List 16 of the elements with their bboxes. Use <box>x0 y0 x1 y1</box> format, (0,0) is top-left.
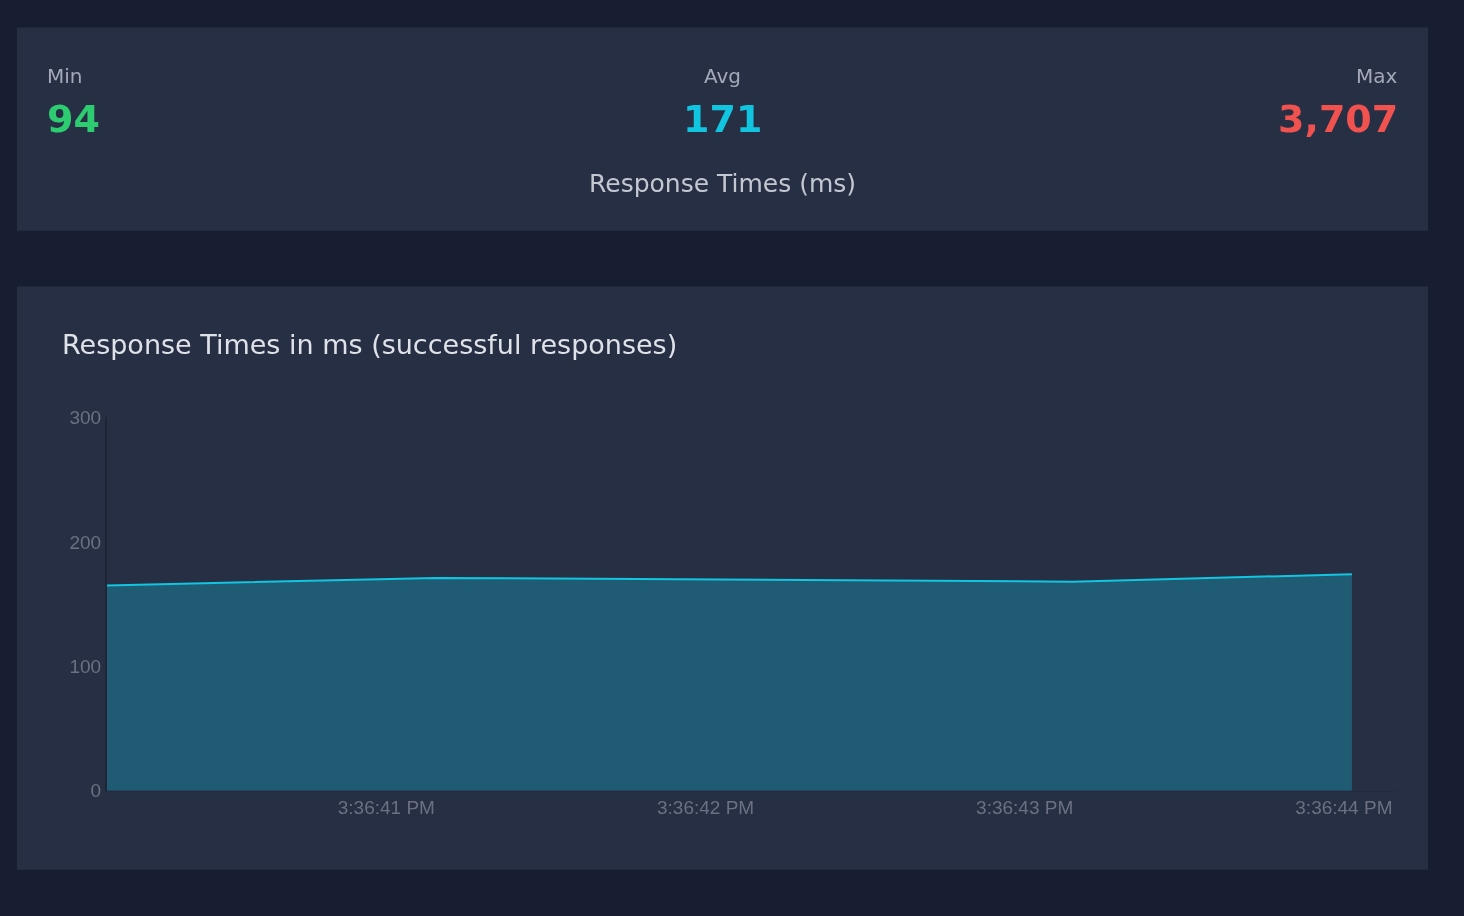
y-tick-label: 0 <box>90 780 102 802</box>
x-tick-label: 3:36:43 PM <box>976 797 1074 819</box>
text: 94 <box>47 97 100 141</box>
text: 171 <box>683 97 763 141</box>
y-tick-label: 300 <box>69 407 102 429</box>
text: Min <box>47 64 83 88</box>
x-tick-label: 3:36:44 PM <box>1295 797 1393 819</box>
text: 3,707 <box>1278 97 1399 141</box>
x-tick-label: 3:36:42 PM <box>656 797 755 819</box>
chart-title: Response Times in ms (successful responses) <box>62 329 678 360</box>
y-tick-label: 200 <box>69 531 102 553</box>
text: Response Times (ms) <box>589 169 857 198</box>
text: Avg <box>704 64 742 88</box>
x-tick-label: 3:36:41 PM <box>337 797 435 819</box>
text: Max <box>1356 64 1398 88</box>
y-tick-label: 100 <box>69 655 102 677</box>
